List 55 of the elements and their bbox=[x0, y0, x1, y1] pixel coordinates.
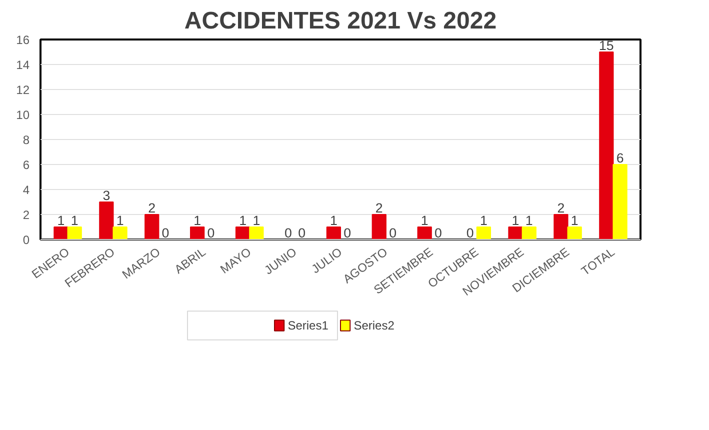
bar bbox=[476, 226, 491, 240]
data-label: 1 bbox=[239, 213, 246, 228]
bar bbox=[326, 226, 341, 240]
bar bbox=[67, 226, 82, 240]
data-label: 2 bbox=[375, 200, 383, 216]
data-label: 3 bbox=[102, 188, 110, 203]
y-tick-label: 6 bbox=[22, 158, 30, 172]
y-tick-label: 8 bbox=[22, 133, 30, 147]
data-label: 1 bbox=[570, 213, 578, 228]
y-tick-label: 10 bbox=[16, 108, 30, 122]
bar bbox=[567, 226, 582, 240]
data-label: 2 bbox=[148, 200, 156, 216]
legend-label: Series2 bbox=[354, 318, 395, 332]
data-label: 1 bbox=[480, 213, 488, 228]
data-label: 1 bbox=[57, 213, 65, 228]
data-label: 1 bbox=[330, 213, 338, 228]
y-tick-label: 4 bbox=[22, 183, 30, 197]
data-label: 1 bbox=[194, 213, 202, 228]
bar bbox=[508, 226, 523, 240]
data-label: 15 bbox=[598, 38, 614, 53]
bar bbox=[372, 214, 386, 240]
data-label: 1 bbox=[512, 213, 520, 228]
y-tick-label: 2 bbox=[22, 208, 30, 222]
bar bbox=[54, 226, 68, 240]
bar bbox=[599, 52, 614, 240]
bar bbox=[99, 202, 114, 240]
data-label: 1 bbox=[116, 213, 124, 228]
data-label: 0 bbox=[284, 226, 292, 240]
data-label: 0 bbox=[466, 226, 474, 240]
chart-title: ACCIDENTES 2021 Vs 2022 bbox=[184, 8, 497, 34]
bar bbox=[417, 226, 432, 240]
y-tick-label: 12 bbox=[16, 83, 30, 97]
bar bbox=[144, 214, 160, 240]
y-tick-label: 0 bbox=[22, 233, 30, 247]
data-label: 0 bbox=[298, 226, 306, 240]
bar bbox=[554, 214, 568, 240]
data-label: 0 bbox=[162, 226, 170, 240]
bar bbox=[112, 226, 128, 240]
data-label: 1 bbox=[70, 213, 78, 228]
data-label: 1 bbox=[252, 213, 260, 228]
data-label: 0 bbox=[389, 226, 396, 240]
y-tick-label: 14 bbox=[16, 58, 30, 72]
data-label: 6 bbox=[616, 150, 624, 166]
data-label: 0 bbox=[344, 226, 352, 240]
data-label: 0 bbox=[434, 226, 442, 240]
y-tick-label: 16 bbox=[16, 33, 30, 47]
data-label: 1 bbox=[525, 213, 533, 228]
legend-label: Series1 bbox=[288, 318, 329, 332]
data-label: 0 bbox=[207, 226, 215, 240]
bar bbox=[190, 226, 205, 240]
bar bbox=[522, 226, 536, 240]
data-label: 1 bbox=[420, 213, 428, 228]
bar bbox=[612, 164, 628, 240]
data-label: 2 bbox=[557, 200, 565, 216]
bar bbox=[249, 226, 264, 240]
